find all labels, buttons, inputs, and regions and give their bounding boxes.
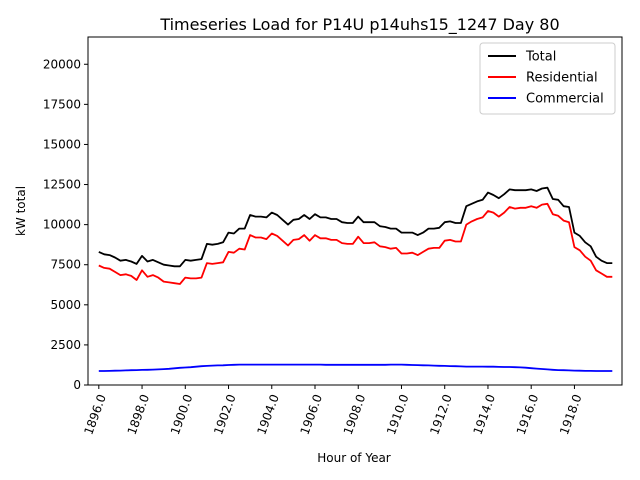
y-tick-label: 12500 <box>43 178 81 192</box>
chart-title: Timeseries Load for P14U p14uhs15_1247 D… <box>159 15 559 35</box>
x-axis-label: Hour of Year <box>317 451 391 465</box>
plot-frame <box>87 36 623 386</box>
y-tick-label: 10000 <box>43 218 81 232</box>
legend-label-total: Total <box>525 50 556 65</box>
y-tick-label: 15000 <box>43 137 81 151</box>
y-tick-label: 7500 <box>50 258 81 272</box>
y-tick-label: 2500 <box>50 338 81 352</box>
series-line-total <box>98 186 613 268</box>
y-tick-label: 0 <box>73 378 81 392</box>
y-tick-label: 5000 <box>50 298 81 312</box>
legend-label-commercial: Commercial <box>526 92 604 107</box>
legend-label-residential: Residential <box>526 71 598 86</box>
legend: Total Residential Commercial <box>479 42 616 115</box>
plot-area <box>87 36 623 386</box>
y-axis: 0 2500 5000 7500 10000 12500 15000 17500 20000 <box>43 57 88 392</box>
series-layer <box>98 186 613 372</box>
y-tick-label: 20000 <box>43 57 81 71</box>
series-line-residential <box>98 202 613 285</box>
series-line-commercial <box>98 363 613 372</box>
y-axis-label: kW total <box>14 186 28 236</box>
y-tick-label: 17500 <box>43 97 81 111</box>
legend-box <box>479 42 616 115</box>
